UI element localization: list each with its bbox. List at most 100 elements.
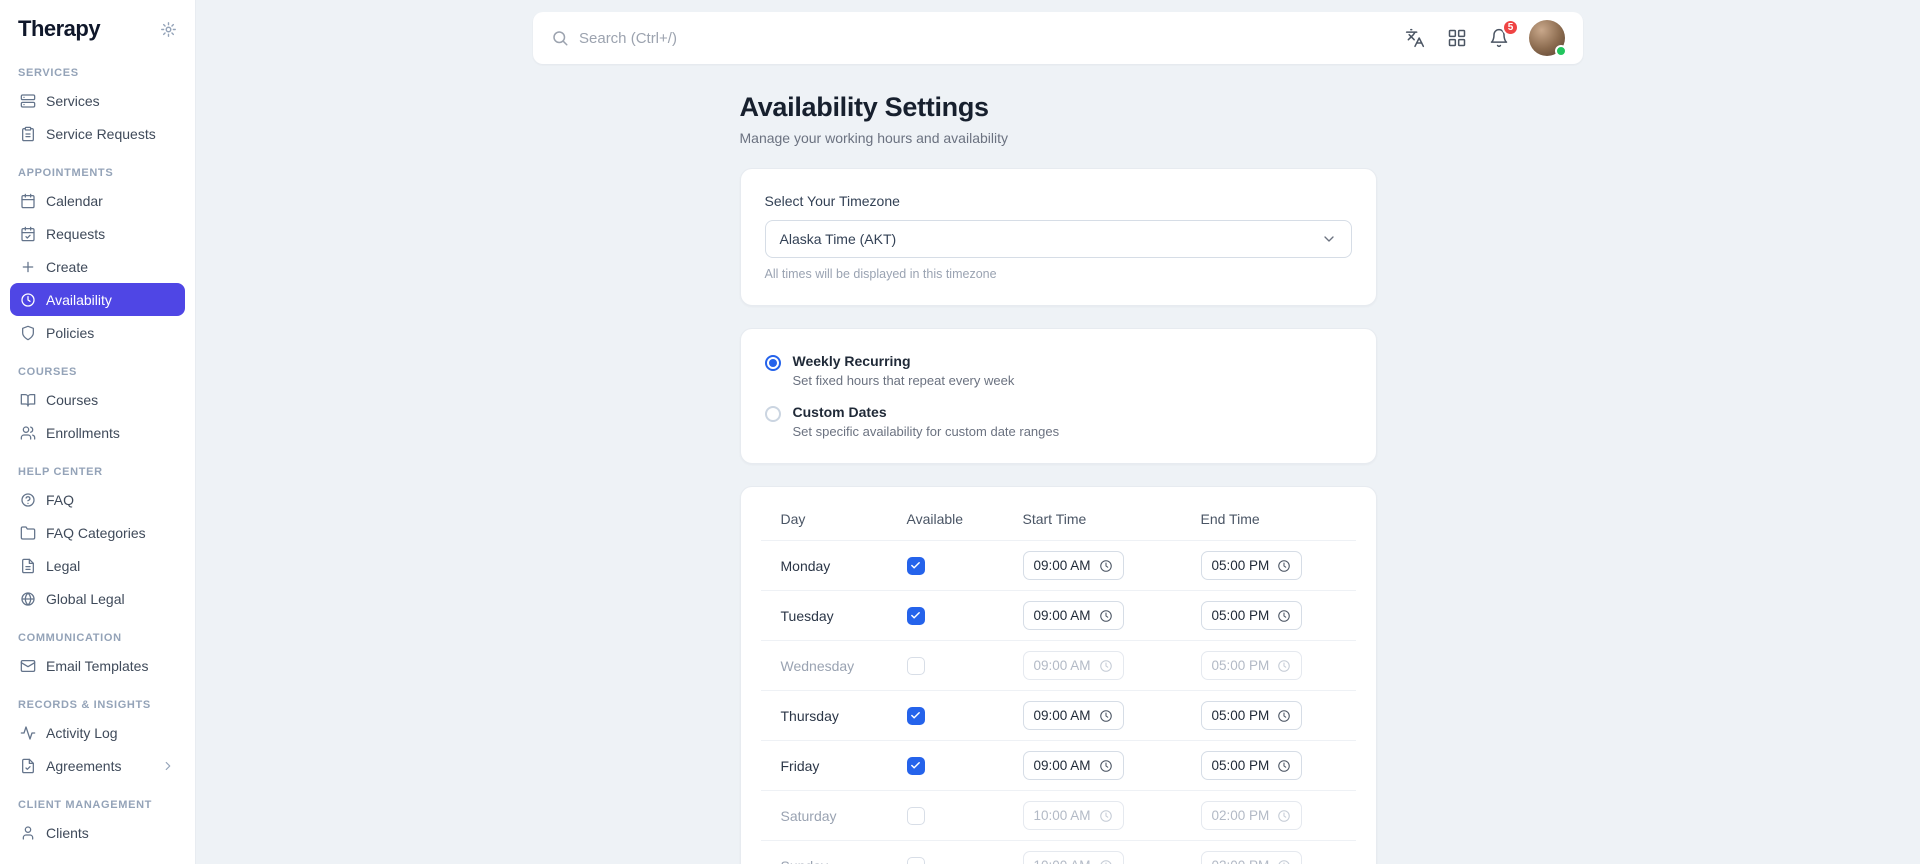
sidebar-item-calendar[interactable]: Calendar bbox=[10, 184, 185, 217]
sidebar-item-label: Enrollments bbox=[46, 424, 120, 441]
time-value: 05:00 PM bbox=[1211, 608, 1270, 623]
start-time-input[interactable]: 09:00 AM bbox=[1022, 751, 1124, 780]
time-value: 05:00 PM bbox=[1211, 558, 1270, 573]
sidebar-item-create[interactable]: Create bbox=[10, 250, 185, 283]
available-checkbox[interactable] bbox=[906, 706, 925, 725]
end-time-input[interactable]: 05:00 PM bbox=[1200, 601, 1303, 630]
settings-icon[interactable] bbox=[158, 19, 179, 40]
table-row-saturday: Saturday 10:00 AM 02:00 PM bbox=[760, 790, 1356, 840]
available-checkbox[interactable] bbox=[906, 856, 925, 864]
sidebar-item-legal[interactable]: Legal bbox=[10, 549, 185, 582]
book-icon bbox=[20, 392, 36, 408]
stack-icon bbox=[20, 93, 36, 109]
users-icon bbox=[20, 425, 36, 441]
sidebar-item-label: Services bbox=[46, 92, 100, 109]
recurrence-card: Weekly Recurring Set fixed hours that re… bbox=[739, 328, 1377, 464]
available-checkbox[interactable] bbox=[906, 756, 925, 775]
start-time-input[interactable]: 10:00 AM bbox=[1022, 851, 1124, 864]
column-header-available: Available bbox=[906, 511, 964, 527]
sidebar-item-requests[interactable]: Requests bbox=[10, 217, 185, 250]
chevron-right-icon bbox=[161, 759, 175, 773]
sidebar-item-label: FAQ bbox=[46, 491, 75, 508]
recurrence-option-weekly[interactable]: Weekly Recurring Set fixed hours that re… bbox=[764, 353, 1352, 388]
end-time-input[interactable]: 05:00 PM bbox=[1200, 701, 1303, 730]
sidebar-item-label: FAQ Categories bbox=[46, 524, 146, 541]
sidebar-item-faq-categories[interactable]: FAQ Categories bbox=[10, 516, 185, 549]
page-subtitle: Manage your working hours and availabili… bbox=[739, 130, 1008, 146]
nav-section-help-center: HELP CENTER bbox=[18, 466, 103, 478]
recurrence-option-custom-dates[interactable]: Custom Dates Set specific availability f… bbox=[764, 404, 1352, 439]
table-row-wednesday: Wednesday 09:00 AM 05:00 PM bbox=[760, 640, 1356, 690]
day-label: Wednesday bbox=[780, 657, 855, 674]
end-time-input[interactable]: 05:00 PM bbox=[1200, 751, 1303, 780]
sidebar-item-services[interactable]: Services bbox=[10, 84, 185, 117]
sidebar-item-clients[interactable]: Clients bbox=[10, 816, 185, 849]
topbar: 5 bbox=[533, 12, 1583, 64]
sidebar-item-courses[interactable]: Courses bbox=[10, 383, 185, 416]
start-time-input[interactable]: 09:00 AM bbox=[1022, 601, 1124, 630]
calendar-icon bbox=[20, 193, 36, 209]
timezone-select[interactable]: Alaska Time (AKT) bbox=[764, 220, 1352, 258]
sidebar-item-label: Courses bbox=[46, 391, 99, 408]
end-time-input[interactable]: 05:00 PM bbox=[1200, 651, 1303, 680]
folder-icon bbox=[20, 525, 36, 541]
column-header-start-time: Start Time bbox=[1022, 511, 1087, 527]
available-checkbox[interactable] bbox=[906, 556, 925, 575]
sidebar: Therapy SERVICES Services Service Reques… bbox=[0, 0, 196, 864]
clock-icon bbox=[1278, 809, 1291, 822]
start-time-input[interactable]: 10:00 AM bbox=[1022, 801, 1124, 830]
activity-icon bbox=[20, 725, 36, 741]
clock-icon bbox=[1099, 709, 1112, 722]
sidebar-item-email-templates[interactable]: Email Templates bbox=[10, 649, 185, 682]
radio-unselected-icon[interactable] bbox=[764, 406, 781, 422]
time-value: 02:00 PM bbox=[1212, 858, 1270, 864]
time-value: 02:00 PM bbox=[1211, 808, 1270, 823]
sidebar-item-availability[interactable]: Availability bbox=[10, 283, 185, 316]
table-row-monday: Monday 09:00 AM 05:00 PM bbox=[760, 540, 1356, 590]
sidebar-item-agreements[interactable]: Agreements bbox=[10, 749, 185, 782]
time-value: 09:00 AM bbox=[1033, 608, 1091, 623]
day-label: Thursday bbox=[780, 707, 839, 724]
available-checkbox[interactable] bbox=[906, 656, 925, 675]
notifications-bell-icon[interactable]: 5 bbox=[1487, 19, 1519, 50]
available-checkbox[interactable] bbox=[906, 606, 925, 625]
available-checkbox[interactable] bbox=[906, 806, 925, 825]
main-area: 5 Availability Settings Manage your work… bbox=[196, 12, 1920, 864]
sidebar-item-service-requests[interactable]: Service Requests bbox=[10, 117, 185, 150]
day-label: Tuesday bbox=[780, 607, 834, 624]
day-label: Monday bbox=[780, 557, 831, 574]
recurrence-option-label: Custom Dates bbox=[792, 404, 887, 420]
end-time-input[interactable]: 02:00 PM bbox=[1200, 801, 1303, 830]
sidebar-item-global-legal[interactable]: Global Legal bbox=[10, 582, 185, 615]
apps-grid-icon[interactable] bbox=[1445, 26, 1469, 50]
day-label: Friday bbox=[780, 757, 820, 774]
sidebar-item-label: Create bbox=[46, 258, 89, 275]
search-input[interactable] bbox=[579, 29, 1393, 47]
sidebar-item-label: Availability bbox=[46, 291, 112, 308]
avatar[interactable] bbox=[1529, 20, 1567, 57]
availability-settings-page: Availability Settings Manage your workin… bbox=[739, 92, 1377, 864]
topbar-actions: 5 bbox=[1403, 19, 1567, 57]
sidebar-item-activity-log[interactable]: Activity Log bbox=[10, 716, 185, 749]
sidebar-item-label: Agreements bbox=[46, 757, 122, 774]
end-time-input[interactable]: 05:00 PM bbox=[1200, 551, 1303, 580]
start-time-input[interactable]: 09:00 AM bbox=[1022, 701, 1124, 730]
mail-icon bbox=[20, 658, 36, 674]
start-time-input[interactable]: 09:00 AM bbox=[1022, 551, 1124, 580]
sidebar-item-faq[interactable]: FAQ bbox=[10, 483, 185, 516]
end-time-input[interactable]: 02:00 PM bbox=[1200, 851, 1303, 864]
sidebar-item-policies[interactable]: Policies bbox=[10, 316, 185, 349]
sidebar-item-enrollments[interactable]: Enrollments bbox=[10, 416, 185, 449]
sidebar-item-label: Email Templates bbox=[46, 657, 149, 674]
clock-icon bbox=[1099, 659, 1112, 672]
timezone-selected-value: Alaska Time (AKT) bbox=[779, 231, 897, 247]
radio-selected-icon[interactable] bbox=[764, 355, 781, 371]
language-icon[interactable] bbox=[1403, 26, 1427, 50]
sidebar-item-label: Legal bbox=[46, 557, 81, 574]
sidebar-item-label: Activity Log bbox=[46, 724, 118, 741]
clock-icon bbox=[20, 292, 36, 308]
schedule-header-row: Day Available Start Time End Time bbox=[761, 507, 1356, 540]
start-time-input[interactable]: 09:00 AM bbox=[1022, 651, 1124, 680]
clock-icon bbox=[1278, 859, 1290, 864]
clock-icon bbox=[1278, 709, 1291, 722]
